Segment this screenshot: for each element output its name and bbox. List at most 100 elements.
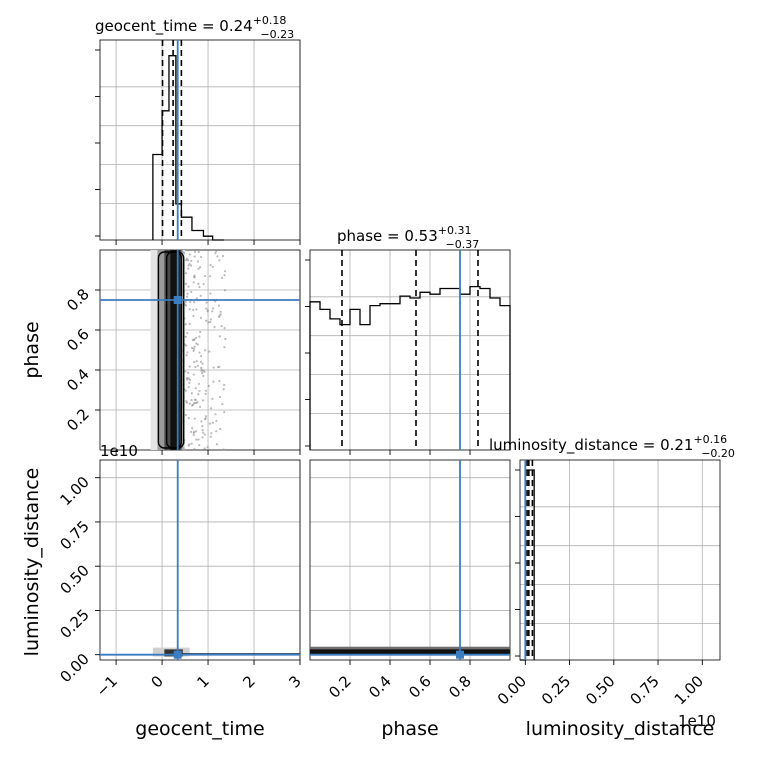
scatter-point — [194, 365, 197, 369]
x-tick-label: 0 — [147, 672, 166, 691]
scatter-point — [201, 431, 205, 434]
panel-22 — [519, 459, 721, 661]
scatter-point — [203, 447, 206, 450]
scatter-point — [188, 365, 191, 368]
scatter-point — [219, 427, 222, 431]
scatter-point — [199, 330, 202, 334]
ylabel-phase: phase — [21, 321, 43, 378]
scatter-point — [206, 310, 209, 313]
scatter-point — [204, 415, 208, 418]
x-tick-label: 0.2 — [325, 672, 355, 702]
y-tick-label: 0.4 — [63, 365, 93, 395]
scatter-point — [193, 345, 196, 348]
scatter-point — [212, 366, 215, 369]
scatter-point — [210, 432, 213, 435]
scatter-point — [223, 289, 226, 292]
scatter-point — [204, 392, 207, 395]
scatter-point — [185, 344, 188, 347]
y-tick-label: 0.2 — [63, 405, 93, 435]
scatter-point — [190, 392, 193, 395]
scatter-point — [202, 282, 205, 286]
xlabel-geocent-time: geocent_time — [135, 718, 264, 740]
scatter-point — [209, 320, 212, 324]
panel-frame — [99, 459, 301, 661]
scatter-point — [208, 422, 212, 425]
scatter-point — [215, 249, 218, 253]
y-tick-label: 0.00 — [56, 650, 92, 686]
scatter-point — [184, 300, 187, 304]
scatter-point — [187, 267, 190, 270]
offset-text-x: 1e10 — [678, 712, 716, 730]
scatter-point — [200, 420, 203, 423]
scatter-point — [197, 282, 200, 285]
x-tick-label: 0.75 — [627, 672, 663, 708]
scatter-point — [187, 264, 190, 267]
title-luminosity-distance: luminosity_distance = 0.21+0.16 −0.20 — [489, 433, 735, 460]
scatter-point — [188, 443, 191, 446]
scatter-point — [221, 403, 224, 406]
scatter-point — [182, 448, 186, 451]
scatter-point — [204, 389, 207, 392]
scatter-point — [193, 417, 196, 420]
scatter-point — [197, 393, 200, 396]
scatter-point — [199, 316, 203, 319]
scatter-point — [193, 398, 196, 401]
panel-frame — [99, 249, 301, 451]
scatter-point — [187, 385, 190, 389]
panel-frame — [309, 249, 511, 451]
scatter-point — [209, 263, 212, 267]
scatter-point — [192, 373, 195, 376]
scatter-point — [186, 331, 189, 335]
scatter-point — [213, 326, 216, 329]
y-tick-label: 0.25 — [56, 606, 92, 642]
scatter-point — [201, 399, 205, 402]
scatter-point — [223, 270, 227, 273]
title-phase: phase = 0.53+0.31 −0.37 — [337, 224, 479, 251]
scatter-point — [223, 346, 226, 349]
histogram-step — [309, 285, 511, 450]
scatter-point — [202, 374, 205, 377]
scatter-point — [198, 405, 202, 409]
panel-10 — [99, 249, 301, 451]
scatter-point — [197, 438, 200, 441]
truth-marker — [456, 650, 464, 659]
scatter-point — [222, 448, 225, 451]
x-tick-label: 0.00 — [494, 672, 530, 708]
scatter-point — [223, 327, 226, 330]
scatter-point — [188, 322, 191, 326]
scatter-point — [224, 337, 227, 341]
scatter-point — [194, 401, 197, 404]
panel-frame — [519, 459, 721, 661]
scatter-point — [218, 259, 221, 262]
scatter-point — [208, 350, 211, 353]
scatter-point — [207, 384, 210, 388]
scatter-point — [209, 435, 212, 438]
y-tick-label: 0.8 — [63, 285, 93, 315]
scatter-point — [211, 421, 215, 424]
density-cell — [170, 250, 180, 450]
scatter-point — [189, 300, 192, 304]
x-tick-label: 1.00 — [671, 672, 707, 708]
scatter-point — [192, 347, 195, 350]
title-geocent-time: geocent_time = 0.24+0.18 −0.23 — [95, 14, 294, 41]
scatter-point — [202, 369, 205, 372]
scatter-point — [186, 378, 189, 381]
panel-frame — [99, 39, 301, 241]
scatter-point — [205, 301, 208, 304]
scatter-point — [200, 366, 203, 369]
scatter-point — [195, 297, 198, 300]
scatter-point — [209, 318, 213, 321]
scatter-point — [212, 380, 215, 383]
scatter-point — [216, 255, 219, 258]
x-tick-label: 2 — [239, 672, 258, 691]
x-tick-label: 0.50 — [582, 672, 618, 708]
scatter-point — [199, 355, 203, 358]
scatter-point — [190, 346, 194, 350]
scatter-point — [185, 400, 188, 403]
scatter-point — [193, 250, 197, 254]
panel-11 — [309, 249, 511, 451]
truth-marker — [173, 650, 182, 659]
xlabel-phase: phase — [381, 718, 438, 740]
scatter-point — [187, 371, 190, 374]
contour-line — [165, 251, 183, 449]
